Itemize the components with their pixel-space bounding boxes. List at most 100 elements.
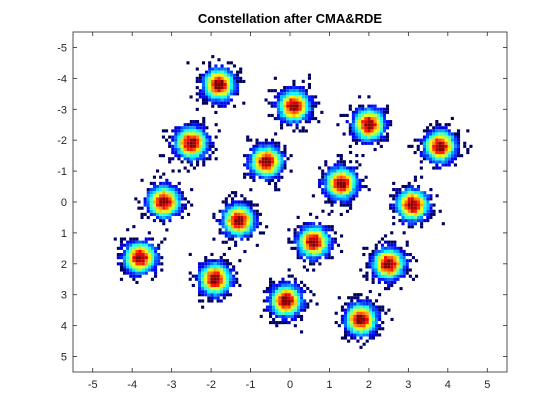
density-cell bbox=[365, 330, 369, 334]
density-cell bbox=[239, 70, 243, 74]
density-cell bbox=[204, 280, 208, 284]
density-cell bbox=[330, 178, 334, 182]
density-cell bbox=[258, 150, 262, 155]
density-cell bbox=[340, 305, 344, 309]
density-cell bbox=[293, 305, 297, 309]
density-cell bbox=[352, 185, 356, 189]
density-cell bbox=[171, 203, 175, 207]
density-cell bbox=[370, 132, 374, 136]
density-cell bbox=[186, 151, 190, 155]
density-cell bbox=[286, 110, 290, 114]
density-cell bbox=[202, 126, 206, 130]
density-cell bbox=[199, 138, 203, 142]
density-cell bbox=[320, 110, 324, 114]
density-cell bbox=[401, 200, 405, 204]
cluster-2 bbox=[264, 73, 324, 133]
density-cell bbox=[141, 252, 145, 257]
density-cell bbox=[324, 191, 328, 195]
density-cell bbox=[198, 89, 202, 93]
density-cell bbox=[225, 268, 229, 272]
density-cell bbox=[278, 286, 282, 291]
density-cell bbox=[374, 243, 378, 247]
density-cell bbox=[380, 262, 384, 266]
density-cell bbox=[174, 197, 178, 201]
density-cell bbox=[371, 252, 375, 257]
density-cell bbox=[371, 268, 375, 272]
density-cell bbox=[267, 89, 271, 93]
density-cell bbox=[147, 249, 151, 253]
density-cell bbox=[387, 265, 391, 269]
density-cell bbox=[246, 225, 250, 229]
density-cell bbox=[350, 317, 354, 321]
density-cell bbox=[450, 116, 454, 121]
density-cell bbox=[293, 234, 297, 238]
density-cell bbox=[296, 231, 300, 235]
density-cell bbox=[343, 330, 348, 334]
density-cell bbox=[324, 240, 328, 244]
density-cell bbox=[438, 160, 442, 164]
density-cell bbox=[296, 246, 300, 250]
density-cell bbox=[378, 305, 382, 309]
density-cell bbox=[380, 271, 384, 275]
density-cell bbox=[210, 290, 214, 294]
density-cell bbox=[318, 256, 322, 260]
density-cell bbox=[265, 305, 269, 309]
density-cell bbox=[305, 228, 310, 232]
density-cell bbox=[264, 172, 268, 176]
density-cell bbox=[429, 197, 433, 201]
density-cell bbox=[425, 157, 430, 161]
density-cell bbox=[234, 219, 238, 223]
density-cell bbox=[243, 163, 247, 167]
density-cell bbox=[224, 200, 228, 204]
density-cell bbox=[402, 268, 406, 272]
density-cell bbox=[189, 95, 193, 99]
density-cell bbox=[339, 203, 343, 207]
density-cell bbox=[162, 184, 166, 189]
density-cell bbox=[147, 231, 151, 235]
density-cell bbox=[277, 141, 281, 145]
x-tick-label: -3 bbox=[167, 379, 177, 391]
density-cell bbox=[352, 197, 356, 201]
density-cell bbox=[275, 324, 279, 328]
density-cell bbox=[236, 92, 240, 96]
density-cell bbox=[299, 249, 303, 254]
y-tick-label: -1 bbox=[57, 166, 67, 178]
density-cell bbox=[318, 228, 322, 232]
density-cell bbox=[264, 175, 268, 179]
density-cell bbox=[283, 117, 287, 121]
density-cell bbox=[413, 188, 417, 192]
density-cell bbox=[450, 135, 454, 139]
density-cell bbox=[230, 225, 235, 229]
density-cell bbox=[438, 141, 442, 145]
density-cell bbox=[342, 185, 346, 189]
density-cell bbox=[191, 274, 195, 278]
density-cell bbox=[304, 92, 308, 96]
density-cell bbox=[210, 262, 214, 266]
density-cell bbox=[277, 163, 281, 167]
density-cell bbox=[284, 317, 288, 322]
density-cell bbox=[312, 268, 316, 272]
density-cell bbox=[177, 157, 181, 161]
density-cell bbox=[269, 311, 273, 315]
density-cell bbox=[318, 234, 322, 238]
density-cell bbox=[267, 141, 271, 145]
density-cell bbox=[216, 274, 220, 278]
density-cell bbox=[222, 280, 226, 284]
density-cell bbox=[258, 175, 262, 179]
density-cell bbox=[324, 200, 328, 204]
density-cell bbox=[305, 243, 310, 247]
density-cell bbox=[132, 274, 136, 278]
density-cell bbox=[298, 104, 302, 108]
density-cell bbox=[171, 200, 175, 204]
density-cell bbox=[327, 253, 331, 257]
density-cell bbox=[152, 219, 156, 223]
density-cell bbox=[410, 219, 414, 223]
density-cell bbox=[393, 271, 397, 275]
density-cell bbox=[355, 172, 359, 176]
density-cell bbox=[284, 311, 288, 315]
density-cell bbox=[261, 231, 266, 235]
x-tick-label: -5 bbox=[88, 379, 98, 391]
density-cell bbox=[404, 215, 408, 220]
density-cell bbox=[222, 274, 226, 278]
